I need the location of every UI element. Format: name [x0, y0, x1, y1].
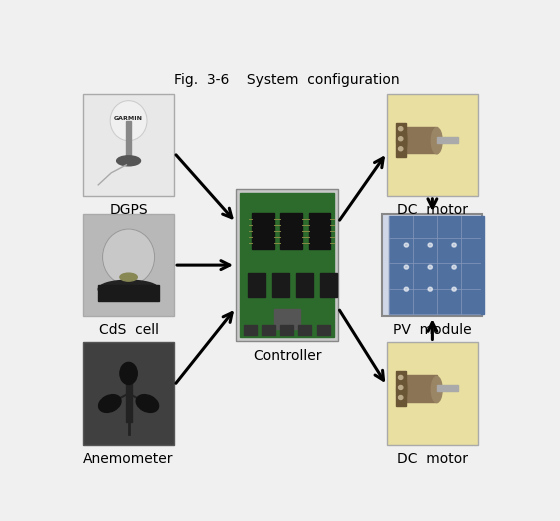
Ellipse shape [452, 265, 456, 269]
Text: CdS  cell: CdS cell [99, 324, 158, 338]
FancyBboxPatch shape [83, 342, 174, 444]
Ellipse shape [452, 287, 456, 291]
Bar [126, 121, 131, 157]
FancyBboxPatch shape [83, 214, 174, 316]
Bar [281, 213, 302, 249]
Text: Anemometer: Anemometer [83, 452, 174, 466]
Ellipse shape [404, 265, 408, 269]
Bar [309, 213, 330, 249]
Ellipse shape [428, 287, 432, 291]
Bar [316, 325, 329, 336]
Text: DGPS: DGPS [109, 203, 148, 217]
FancyBboxPatch shape [382, 214, 482, 316]
Ellipse shape [452, 243, 456, 247]
Bar [98, 285, 159, 301]
Bar [244, 325, 256, 336]
Ellipse shape [98, 280, 159, 298]
Ellipse shape [399, 386, 403, 390]
Bar [298, 325, 311, 336]
Bar [274, 309, 300, 329]
Ellipse shape [102, 229, 155, 285]
Ellipse shape [396, 128, 408, 154]
Bar [248, 273, 265, 297]
Bar [402, 127, 437, 153]
Ellipse shape [110, 101, 147, 141]
Ellipse shape [431, 377, 442, 403]
Text: DC  motor: DC motor [397, 203, 468, 217]
Ellipse shape [120, 273, 137, 281]
Bar [389, 216, 484, 314]
FancyBboxPatch shape [387, 94, 478, 196]
Bar [262, 325, 275, 336]
FancyBboxPatch shape [236, 189, 338, 341]
Bar [402, 376, 437, 402]
Text: PV  module: PV module [393, 324, 472, 338]
Bar [320, 273, 337, 297]
Ellipse shape [120, 363, 137, 384]
Bar [272, 273, 289, 297]
Text: Controller: Controller [253, 349, 321, 363]
Bar [395, 123, 407, 157]
Ellipse shape [428, 265, 432, 269]
Ellipse shape [431, 128, 442, 154]
Bar [252, 213, 274, 249]
Bar [437, 386, 459, 391]
FancyBboxPatch shape [83, 94, 174, 196]
FancyBboxPatch shape [387, 342, 478, 444]
Bar [280, 325, 293, 336]
Text: Fig.  3-6    System  configuration: Fig. 3-6 System configuration [174, 72, 400, 86]
Ellipse shape [396, 377, 408, 403]
Ellipse shape [404, 243, 408, 247]
Ellipse shape [399, 127, 403, 131]
Ellipse shape [399, 376, 403, 379]
Ellipse shape [404, 287, 408, 291]
Bar [395, 371, 407, 405]
Bar [125, 365, 132, 421]
Text: DC  motor: DC motor [397, 452, 468, 466]
Bar [296, 273, 313, 297]
Ellipse shape [399, 137, 403, 141]
Bar [437, 137, 459, 143]
Ellipse shape [136, 394, 158, 413]
Ellipse shape [399, 395, 403, 400]
Ellipse shape [399, 147, 403, 151]
Bar [240, 193, 334, 337]
Ellipse shape [428, 243, 432, 247]
Ellipse shape [99, 394, 121, 413]
Ellipse shape [116, 156, 141, 166]
Text: GARMIN: GARMIN [114, 116, 143, 121]
